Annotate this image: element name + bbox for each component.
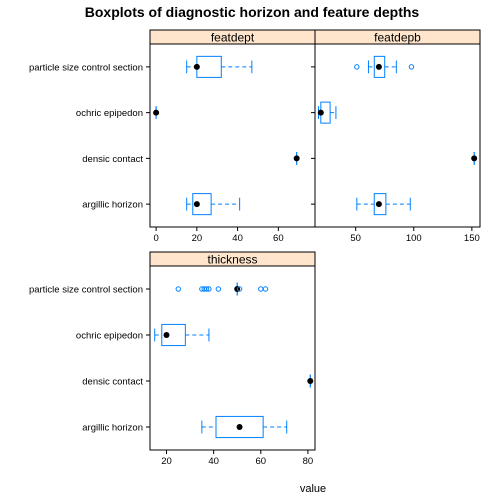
category-label: argillic horizon xyxy=(82,423,143,434)
x-tick-label: 80 xyxy=(303,456,314,467)
box-rect xyxy=(373,55,386,78)
outlier-point xyxy=(215,286,222,292)
median-dot xyxy=(236,424,243,430)
box-featdept-0 xyxy=(186,55,253,78)
x-tick-label: 150 xyxy=(464,233,480,244)
box-thickness-3 xyxy=(201,415,288,439)
panels-group: featdept particle size control section och… xyxy=(29,29,481,467)
box-featdept-3 xyxy=(186,193,241,216)
box-featdepb-1 xyxy=(317,101,337,124)
box-rect xyxy=(192,193,212,216)
median-dot xyxy=(293,155,300,162)
box-thickness-1 xyxy=(154,323,210,347)
outlier-point xyxy=(236,286,243,292)
category-label: argillic horizon xyxy=(82,200,143,211)
outlier-point xyxy=(175,286,181,292)
category-label: densic contact xyxy=(82,154,143,165)
strip-label: featdepb xyxy=(374,31,421,45)
x-tick-label: 40 xyxy=(232,233,243,244)
outlier-point xyxy=(203,286,210,292)
box-featdept-1 xyxy=(153,106,160,120)
x-tick-label: 40 xyxy=(208,456,219,467)
box-featdepb-2 xyxy=(471,151,478,165)
box-thickness-2 xyxy=(307,374,314,388)
box-featdepb-3 xyxy=(356,193,411,216)
box-thickness-0 xyxy=(175,282,269,296)
median-dot xyxy=(375,201,382,208)
x-tick-label: 100 xyxy=(406,233,422,244)
box-rect xyxy=(196,55,222,78)
median-dot xyxy=(193,63,200,70)
category-label: particle size control section xyxy=(29,285,143,296)
strip-label: thickness xyxy=(207,253,257,267)
panel-featdepb: featdepb 50 100 150 xyxy=(311,29,481,244)
x-tick-label: 20 xyxy=(161,456,172,467)
chart-title: Boxplots of diagnostic horizon and featu… xyxy=(85,4,420,20)
panel-frame xyxy=(149,265,316,451)
outlier-point xyxy=(354,64,360,70)
box-featdept-2 xyxy=(293,151,300,165)
category-label: ochric epipedon xyxy=(76,108,143,119)
median-dot xyxy=(193,201,200,208)
median-dot xyxy=(317,109,324,116)
panel-featdept: featdept particle size control section och… xyxy=(29,29,316,244)
strip-label: featdept xyxy=(211,31,255,45)
median-dot xyxy=(471,155,478,162)
box-rect xyxy=(161,323,186,347)
x-tick-label: 20 xyxy=(192,233,203,244)
x-tick-label: 0 xyxy=(153,233,158,244)
category-label: densic contact xyxy=(82,377,143,388)
box-rect xyxy=(215,415,264,439)
median-dot xyxy=(375,63,382,70)
box-rect xyxy=(373,193,387,216)
category-label: particle size control section xyxy=(29,62,143,73)
x-tick-label: 60 xyxy=(273,233,284,244)
panel-frame xyxy=(314,43,481,228)
x-tick-label: 60 xyxy=(255,456,266,467)
x-axis-label: value xyxy=(300,483,326,495)
median-dot xyxy=(153,109,160,116)
outlier-point xyxy=(408,64,415,70)
category-label: ochric epipedon xyxy=(76,331,143,342)
panel-thickness: thickness particle size control section oc… xyxy=(29,251,316,467)
outlier-point xyxy=(206,286,212,292)
median-dot xyxy=(307,378,314,384)
panel-frame xyxy=(149,43,316,228)
x-tick-label: 50 xyxy=(350,233,361,244)
outlier-point xyxy=(262,286,269,292)
outlier-point xyxy=(258,286,264,292)
box-featdepb-0 xyxy=(354,55,415,78)
median-dot xyxy=(163,332,170,338)
